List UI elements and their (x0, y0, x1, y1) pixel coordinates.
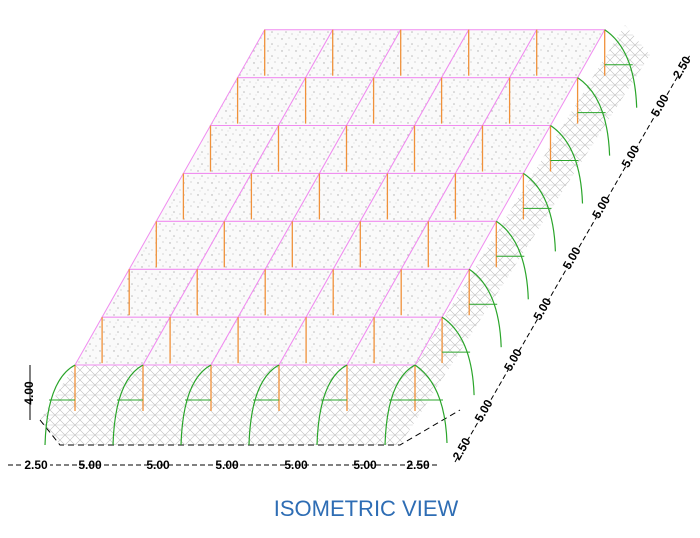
label-bg (585, 192, 619, 223)
label-bg (526, 294, 560, 325)
label-bg (497, 345, 531, 376)
arch (441, 316, 475, 396)
dimension-label: 5.00 (146, 458, 170, 472)
arch (384, 364, 416, 446)
label-bg (666, 52, 700, 83)
arch (523, 172, 556, 252)
arch (316, 364, 348, 446)
label-bg (445, 434, 479, 465)
label-bg (644, 91, 678, 121)
arch (468, 268, 502, 348)
dimension-label: 4.00 (22, 381, 36, 405)
depth-dimensions: 2.505.005.005.005.005.005.005.002.50 (445, 52, 700, 465)
arch (414, 364, 448, 444)
frame (44, 29, 638, 446)
label-bg (22, 457, 50, 473)
label-bg (467, 396, 501, 426)
dimension-label: 2.50 (24, 458, 48, 472)
arch (248, 364, 280, 446)
ground-edge (39, 409, 461, 446)
arch (112, 364, 144, 446)
dimension-label: 5.00 (284, 458, 308, 472)
arch (550, 125, 584, 204)
arch (604, 29, 638, 108)
dimension-label: 5.00 (78, 458, 102, 472)
dimension-label: 5.00 (215, 458, 239, 472)
arch (577, 77, 611, 156)
dimension-label: 5.00 (353, 458, 377, 472)
label-bg (614, 141, 648, 172)
label-bg (555, 243, 590, 274)
arch (495, 220, 529, 300)
arch (44, 364, 76, 446)
view-title: ISOMETRIC VIEW (274, 496, 459, 521)
dimension-label: 2.50 (406, 458, 430, 472)
ground (40, 25, 650, 445)
arch (180, 364, 212, 446)
width-dimensions: 2.50 5.00 5.00 5.00 5.00 5.00 2.50 (22, 457, 430, 473)
